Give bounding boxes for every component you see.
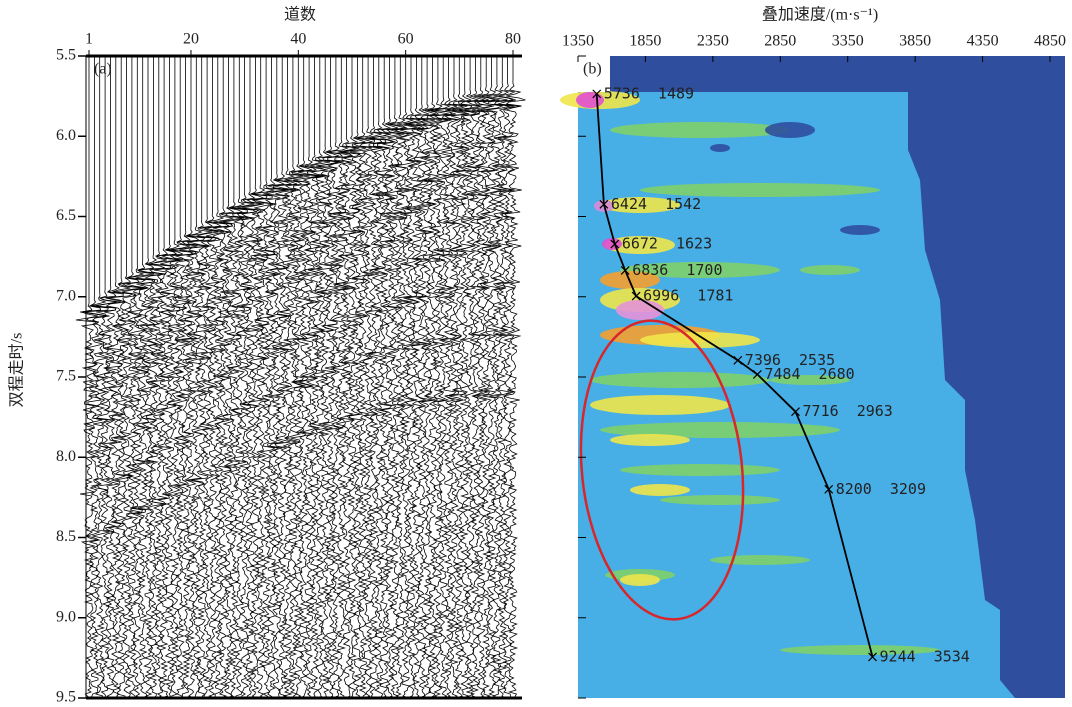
spectrum-band bbox=[576, 92, 604, 108]
pick-label: 7484 2680 bbox=[764, 365, 854, 383]
y-tick-label: 8.5 bbox=[56, 528, 76, 545]
pick-label: 8200 3209 bbox=[836, 480, 926, 498]
spectrum-band bbox=[610, 434, 690, 446]
spectrum-band bbox=[710, 144, 730, 152]
trace bbox=[390, 56, 409, 698]
y-tick-label: 9.5 bbox=[56, 689, 76, 706]
y-tick-label: 6.5 bbox=[56, 207, 76, 224]
spectrum-band bbox=[800, 265, 860, 275]
spectrum-band bbox=[640, 332, 760, 348]
trace bbox=[155, 56, 181, 698]
spectrum-band bbox=[620, 464, 780, 476]
x-tick-label: 3850 bbox=[899, 33, 931, 50]
trace bbox=[252, 56, 273, 698]
trace bbox=[365, 56, 382, 698]
pick-label: 6996 1781 bbox=[643, 287, 733, 305]
x-tick-label: 2350 bbox=[697, 33, 729, 50]
x-tick-label: 80 bbox=[505, 31, 521, 48]
x-tick-label: 4850 bbox=[1034, 33, 1066, 50]
x-tick-label: 20 bbox=[183, 31, 199, 48]
pick-label: 6836 1700 bbox=[632, 261, 722, 279]
pick-label: 6672 1623 bbox=[622, 235, 712, 253]
spectrum-band bbox=[602, 238, 622, 250]
trace bbox=[135, 56, 164, 698]
y-tick-label: 7.5 bbox=[56, 368, 76, 385]
y-tick-label: 5.5 bbox=[56, 47, 76, 64]
y-axis-label: 双程走时/s bbox=[8, 333, 26, 408]
spectrum-band bbox=[840, 225, 880, 235]
x-axis-label: 叠加速度/(m·s⁻¹) bbox=[762, 6, 878, 24]
spectrum-band bbox=[610, 122, 790, 138]
spectrum-band bbox=[620, 574, 660, 586]
pick-label: 5736 1489 bbox=[604, 84, 694, 102]
x-tick-label: 3350 bbox=[832, 33, 864, 50]
spectrum-band bbox=[590, 372, 770, 388]
pick-label: 9244 3534 bbox=[880, 647, 970, 665]
y-tick-label: 8.0 bbox=[56, 448, 76, 465]
spectrum-band bbox=[765, 122, 815, 138]
y-tick-label: 6.0 bbox=[56, 127, 76, 144]
y-tick-label: 7.0 bbox=[56, 287, 76, 304]
spectrum-band bbox=[710, 555, 810, 565]
trace bbox=[273, 56, 296, 698]
x-tick-label: 1 bbox=[85, 31, 93, 48]
x-tick-label: 1850 bbox=[629, 33, 661, 50]
panel-label: (b) bbox=[583, 61, 602, 78]
figure: 双程走时/s 道数 叠加速度/(m·s⁻¹) (a) (b) 1 20 40 60 80… bbox=[0, 0, 1072, 707]
trace bbox=[423, 56, 442, 698]
seismic-traces bbox=[76, 56, 526, 698]
spectrum-band bbox=[660, 495, 780, 505]
trace bbox=[298, 56, 321, 698]
pick-label: 7716 2963 bbox=[803, 402, 893, 420]
x-axis-label: 道数 bbox=[284, 6, 316, 24]
trace bbox=[385, 56, 405, 698]
spectrum-band bbox=[590, 395, 730, 415]
x-tick-label: 4350 bbox=[967, 33, 999, 50]
trace bbox=[242, 56, 265, 698]
spectrum-band bbox=[630, 484, 690, 496]
panel-label: (a) bbox=[94, 61, 112, 78]
pick-label: 6424 1542 bbox=[611, 195, 701, 213]
x-tick-label: 40 bbox=[290, 31, 306, 48]
x-tick-label: 1350 bbox=[562, 33, 594, 50]
y-tick-label: 9.0 bbox=[56, 608, 76, 625]
x-tick-label: 2850 bbox=[764, 33, 796, 50]
x-tick-label: 60 bbox=[398, 31, 414, 48]
